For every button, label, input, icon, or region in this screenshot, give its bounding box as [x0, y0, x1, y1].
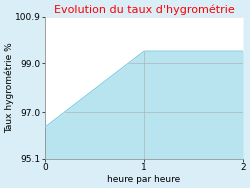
Title: Evolution du taux d'hygrométrie: Evolution du taux d'hygrométrie — [54, 4, 234, 15]
X-axis label: heure par heure: heure par heure — [108, 175, 181, 184]
Y-axis label: Taux hygrométrie %: Taux hygrométrie % — [4, 42, 14, 133]
